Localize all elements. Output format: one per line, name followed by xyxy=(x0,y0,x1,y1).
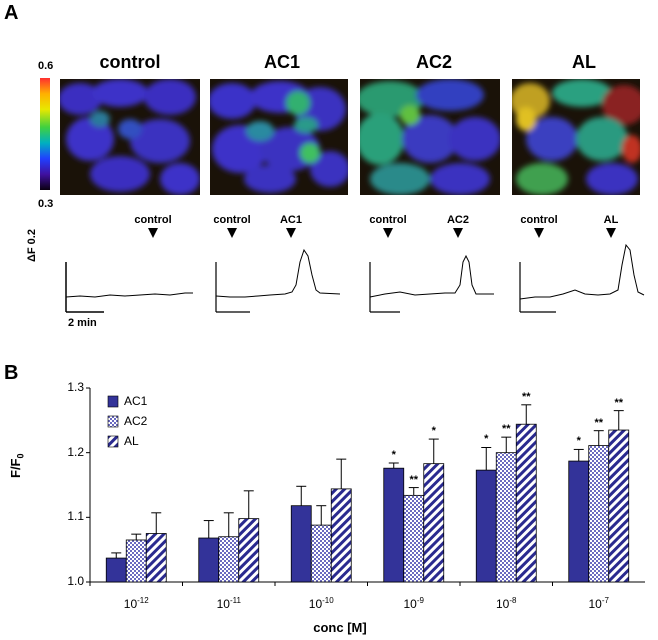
significance-marker: ** xyxy=(521,390,531,403)
chart-xlabel: conc [M] xyxy=(313,620,367,635)
legend-swatch-ac1 xyxy=(107,395,119,408)
chart-ylabel-text: F/F xyxy=(8,458,23,479)
x-tick-label: 10-8 xyxy=(476,596,536,611)
heatmap-ac2 xyxy=(360,79,500,195)
significance-marker: * xyxy=(484,433,489,446)
arrow-label-al: AL xyxy=(603,214,619,226)
x-tick-exponent: -7 xyxy=(601,596,609,605)
x-tick-label: 10-9 xyxy=(384,596,444,611)
legend-label-ac1: AC1 xyxy=(124,394,148,408)
y-tick-label: 1.1 xyxy=(67,509,84,524)
x-tick-base: 10 xyxy=(123,597,138,611)
trace-control xyxy=(65,292,193,298)
y-tick-label: 1.3 xyxy=(67,380,84,394)
image-title-control: control xyxy=(99,52,161,72)
x-tick-base: 10 xyxy=(403,597,417,611)
arrow-down-icon xyxy=(453,228,463,238)
bar-ac2 xyxy=(125,539,147,583)
x-tick-exponent: -10 xyxy=(322,596,334,605)
chart-ylabel: F/F0 xyxy=(8,438,26,478)
trace-ac1 xyxy=(215,248,341,298)
trace-ac2 xyxy=(369,254,494,298)
y-tick-label: 1.0 xyxy=(67,574,84,588)
x-tick-exponent: -8 xyxy=(509,596,517,605)
chart-ylabel-sub: 0 xyxy=(15,453,26,459)
significance-marker: ** xyxy=(409,473,419,486)
heatmap-al xyxy=(512,79,640,195)
heatmap-control xyxy=(60,79,220,195)
image-title-ac2: AC2 xyxy=(415,52,452,72)
arrow-down-icon xyxy=(534,228,544,238)
x-tick-base: 10 xyxy=(496,597,510,611)
bar-ac2 xyxy=(403,494,425,583)
panel-b-letter: B xyxy=(4,362,19,384)
significance-marker: * xyxy=(391,449,396,461)
arrow-down-icon xyxy=(383,228,393,238)
x-tick-exponent: -9 xyxy=(416,596,424,605)
x-tick-label: 10-12 xyxy=(106,596,166,611)
bar-ac2 xyxy=(495,452,517,583)
traces-svg xyxy=(65,228,645,313)
x-tick-label: 10-10 xyxy=(291,596,351,611)
bar-ac1 xyxy=(290,505,312,583)
legend-swatch-ac2 xyxy=(107,415,119,428)
bar-ac1 xyxy=(568,460,590,583)
x-tick-label: 10-7 xyxy=(569,596,629,611)
bar-al xyxy=(330,488,352,583)
bar-ac2 xyxy=(218,536,240,583)
arrow-down-icon xyxy=(227,228,237,238)
heatmap-ac1 xyxy=(210,79,348,195)
colorbar-max-label: 0.6 xyxy=(38,60,54,72)
bar-ac2 xyxy=(310,524,332,583)
bar-ac2 xyxy=(588,445,610,583)
x-tick-label: 10-11 xyxy=(199,596,259,611)
legend-swatch-al xyxy=(107,435,119,448)
arrow-down-icon xyxy=(286,228,296,238)
bar-al xyxy=(238,518,260,583)
arrow-label-ac1: AC1 xyxy=(279,214,302,226)
bar-ac1 xyxy=(198,537,220,583)
colorbar xyxy=(40,78,50,190)
arrow-label-ac2: AC2 xyxy=(446,214,469,226)
arrow-label-control-2: control xyxy=(213,214,251,226)
arrow-label-control-1: control xyxy=(134,214,172,226)
colorbar-min-label: 0.3 xyxy=(38,198,54,210)
bar-ac1 xyxy=(475,469,497,583)
bar-al xyxy=(515,423,537,583)
image-title-ac1: AC1 xyxy=(263,52,300,72)
panel-a-letter: A xyxy=(4,2,19,24)
bar-ac1 xyxy=(383,467,405,583)
legend-label-ac2: AC2 xyxy=(124,414,148,428)
image-title-al: AL xyxy=(572,52,596,72)
x-tick-base: 10 xyxy=(308,597,323,611)
x-tick-exponent: -11 xyxy=(229,596,241,605)
arrow-down-icon xyxy=(606,228,616,238)
legend-label-al: AL xyxy=(124,434,139,448)
y-tick-label: 1.2 xyxy=(67,444,84,459)
bar-al xyxy=(423,463,445,583)
significance-marker: ** xyxy=(594,416,604,429)
bar-ac1 xyxy=(105,557,127,583)
x-tick-base: 10 xyxy=(588,597,602,611)
significance-marker: * xyxy=(576,435,581,448)
bar-al xyxy=(608,429,630,583)
bar-al xyxy=(145,533,167,583)
arrow-label-control-4: control xyxy=(520,214,558,226)
x-tick-base: 10 xyxy=(216,597,230,611)
significance-marker: ** xyxy=(501,423,511,436)
x-tick-exponent: -12 xyxy=(137,596,149,605)
trace-al xyxy=(519,243,645,300)
significance-marker: ** xyxy=(614,396,624,409)
significance-marker: * xyxy=(431,425,436,438)
arrow-label-control-3: control xyxy=(369,214,407,226)
scale-bar-x-label: 2 min xyxy=(68,317,97,329)
arrow-down-icon xyxy=(148,228,158,238)
